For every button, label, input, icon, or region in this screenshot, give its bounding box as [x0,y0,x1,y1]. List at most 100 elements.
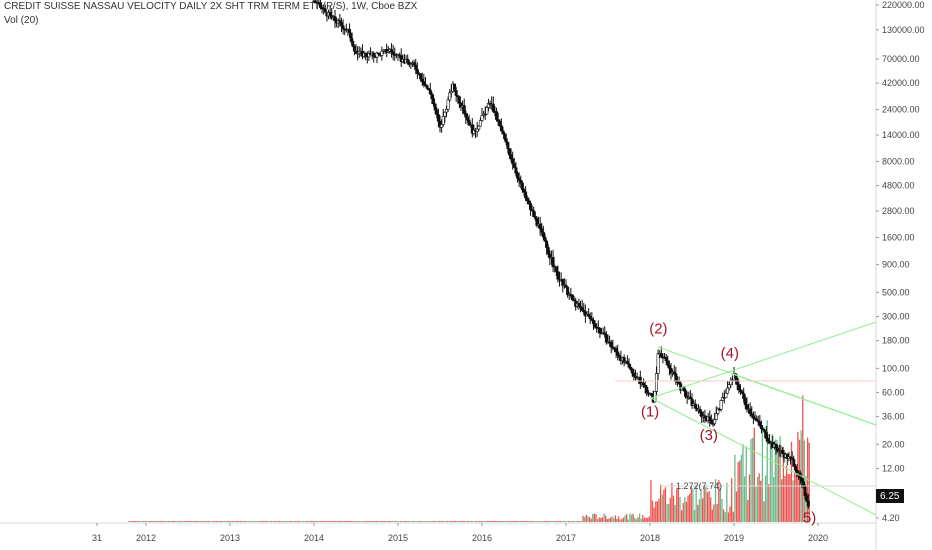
volume-bar [522,521,524,522]
volume-bar [773,477,775,522]
candle-body [703,415,707,419]
volume-bar [367,521,369,522]
volume-bar [722,509,725,522]
candle-body [453,83,457,91]
volume-bar [672,495,675,522]
volume-bar [202,521,205,522]
y-tick-label: 20.00 [882,439,905,449]
candle-body [519,180,523,184]
volume-bar [808,442,810,522]
volume-bar [779,436,781,522]
volume-bar [687,495,689,522]
volume-bar [710,497,712,522]
candle-body [348,29,352,34]
volume-bar [194,521,197,522]
candle-body [645,386,649,394]
volume-bar [577,521,579,522]
volume-bar [403,521,405,522]
y-tick-label: 100.00 [882,363,910,373]
volume-bar [584,517,586,522]
volume-bar [550,521,552,522]
volume-bar [272,521,274,522]
volume-bar [764,475,767,522]
volume-bar [479,521,481,522]
volume-bar [241,521,243,522]
volume-bar [307,521,310,522]
candle-body [491,103,495,112]
legend-volume: Vol (20) [4,15,39,26]
volume-bar [291,521,293,522]
volume-bar [743,476,746,522]
volume-bar [210,521,213,522]
volume-bar [430,521,432,522]
volume-bar [178,521,180,522]
volume-bar [427,521,429,522]
volume-bar [798,439,801,522]
volume-bar [493,521,495,522]
volume-bar [361,521,363,522]
volume-bar [160,521,163,522]
candle-body [570,294,574,301]
volume-bar [325,521,327,522]
volume-bar [433,521,436,522]
volume-bar [130,521,132,522]
volume-bar [790,441,793,522]
volume-bar [265,521,268,522]
candle-body [390,49,394,53]
volume-bar [238,521,240,522]
candle-body [577,303,581,307]
volume-bar [437,521,439,522]
candle-body [664,357,668,362]
candle-body [462,105,466,114]
volume-bar [487,521,489,522]
volume-bar [207,521,209,522]
x-tick-label: 31 [92,533,102,543]
volume-bar [365,521,368,522]
volume-bar [186,521,188,522]
volume-bar [323,521,326,522]
candle-body [604,334,608,343]
volume-bar [243,521,245,522]
candle-body [391,51,395,55]
candle-body [477,125,481,130]
volume-bar [344,521,347,522]
volume-bar [501,521,503,522]
volume-bar [632,513,634,522]
volume-bar [735,491,738,522]
volume-bar [393,521,395,522]
y-tick-label: 12.00 [882,463,905,473]
candle-body [333,16,337,22]
volume-bar [551,521,554,522]
y-tick-label: 70000.00 [882,54,920,64]
candle-body [349,32,353,42]
volume-bar [593,513,596,522]
volume-bar [477,521,479,522]
candle-body [503,133,507,139]
candle-body [339,21,343,27]
candle-body [532,210,536,217]
volume-bar [752,437,754,522]
volume-bar [677,487,680,522]
volume-bar [622,517,625,522]
volume-bar [248,521,250,522]
volume-bar [609,517,612,522]
candle-body [737,384,741,390]
volume-bar [540,521,542,522]
volume-bar [566,521,568,522]
volume-bar [254,521,256,522]
volume-bar [215,521,218,522]
volume-bar [333,521,335,522]
volume-bar [458,521,460,522]
volume-bar [464,521,466,522]
volume-bar [154,521,156,522]
volume-bar [616,518,618,522]
volume-bar [643,517,646,522]
volume-bar [383,521,386,522]
volume-bar [189,521,192,522]
x-tick-label: 2016 [472,533,492,543]
volume-bar [420,521,423,522]
candle-body [541,231,545,238]
volume-bar [306,521,308,522]
candle-body [800,477,804,482]
